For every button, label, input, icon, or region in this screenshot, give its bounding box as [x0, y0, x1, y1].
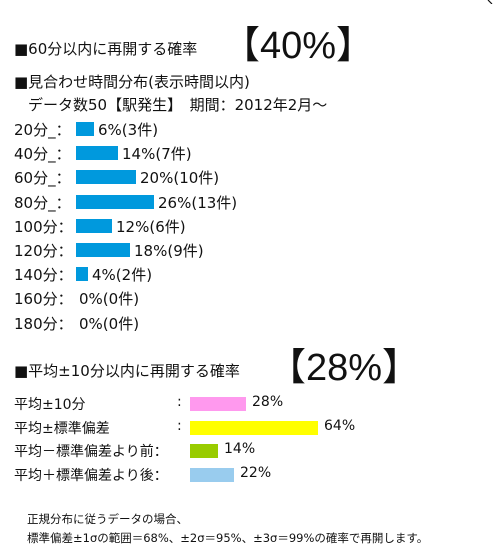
section3-probability: 【28%】 [268, 347, 421, 389]
section1-probability: 【40%】 [222, 25, 375, 67]
category-label: 120分： [14, 242, 73, 260]
category-label: 80分_： [14, 193, 71, 212]
data-label: 6%(3件) [98, 121, 159, 139]
footer-note-line2: 標準偏差±1σの範囲＝68%、±2σ＝95%、±3σ＝99%の確率で再開します。 [27, 531, 429, 545]
data-label: 0%(0件) [79, 314, 140, 333]
data-label: 0%(0件) [79, 290, 140, 309]
section1-title: ■60分以内に再開する確率 [14, 40, 198, 58]
bar [76, 146, 118, 161]
data-label: 14% [224, 441, 256, 457]
data-label: 64% [324, 417, 356, 434]
data-label: 22% [240, 464, 272, 481]
section3-title: ■平均±10分以内に再開する確率 [14, 362, 240, 380]
bar [190, 420, 318, 435]
category-label: 40分_： [14, 145, 71, 164]
bar [76, 194, 154, 209]
bar [76, 218, 112, 233]
category-label: 平均＋標準偏差より後： [14, 467, 168, 484]
data-label: 4%(2件) [92, 266, 153, 285]
bar [190, 467, 234, 482]
category-label: 160分： [14, 290, 73, 309]
category-label: 20分_： [14, 121, 71, 139]
category-label: 180分： [14, 314, 73, 333]
corner-mark [487, 0, 493, 4]
category-label: 平均±標準偏差 [14, 420, 110, 437]
data-label: 28% [252, 394, 284, 410]
category-label: 平均－標準偏差より前： [14, 444, 168, 460]
data-label: 18%(9件) [134, 242, 204, 260]
bar [76, 122, 94, 136]
colon: : [177, 417, 182, 434]
bar [76, 267, 88, 282]
data-label: 14%(7件) [122, 145, 192, 164]
data-label: 20%(10件) [140, 169, 220, 188]
bar [76, 243, 130, 257]
category-label: 60分_： [14, 169, 71, 188]
category-label: 平均±10分 [14, 397, 86, 413]
bar [76, 170, 136, 185]
data-label: 12%(6件) [116, 217, 186, 236]
section2-subtitle: データ数50【駅発生】 期間：2012年2月～ [28, 96, 328, 114]
bar [190, 397, 246, 411]
data-label: 26%(13件) [158, 193, 238, 212]
category-label: 100分： [14, 217, 73, 236]
section2-title: ■見合わせ時間分布(表示時間以内) [14, 73, 250, 91]
colon: : [177, 394, 182, 410]
footer-note-line1: 正規分布に従うデータの場合、 [27, 512, 188, 526]
category-label: 140分： [14, 266, 73, 285]
bar [190, 444, 218, 458]
